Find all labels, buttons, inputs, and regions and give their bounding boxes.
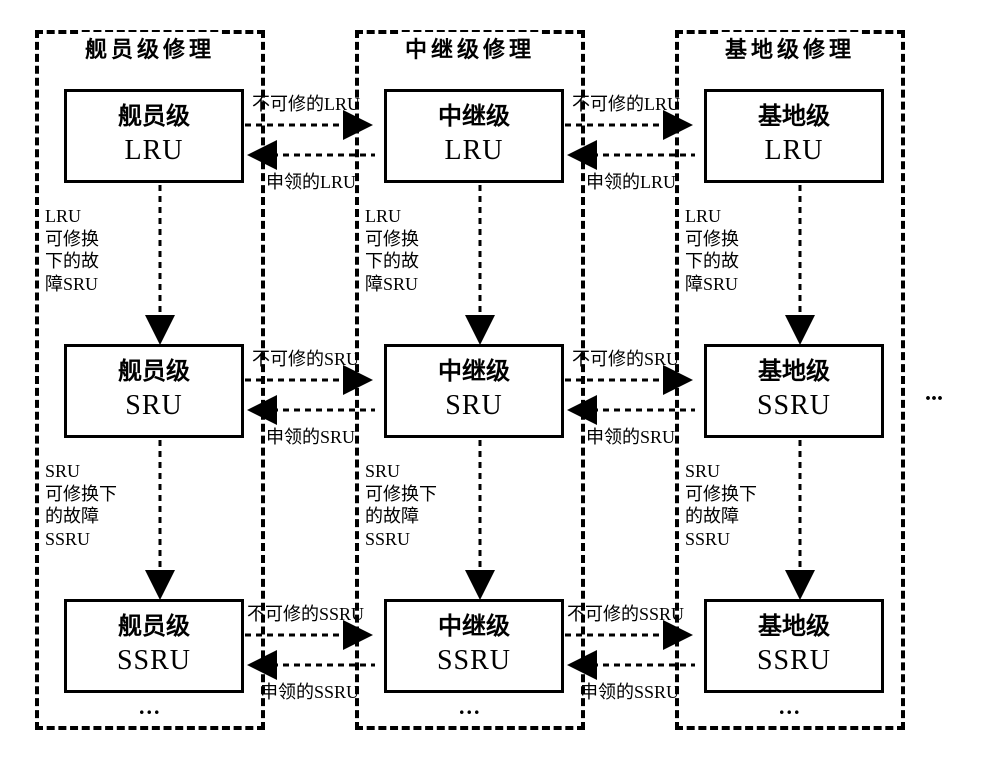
arrow-label: 不可修的SRU bbox=[572, 345, 679, 371]
arrow-right-icon bbox=[245, 370, 375, 390]
ellipsis: ... bbox=[925, 380, 943, 407]
box-label-bottom: SSRU bbox=[711, 388, 877, 424]
arrow-right-icon bbox=[565, 115, 695, 135]
box-label-top: 舰员级 bbox=[71, 612, 237, 643]
box-crew-ssru: 舰员级 SSRU bbox=[64, 599, 244, 693]
arrow-down-icon bbox=[150, 185, 170, 340]
box-label-top: 中继级 bbox=[391, 357, 557, 388]
arrow-label: 申领的SSRU bbox=[260, 678, 359, 704]
box-label-top: 中继级 bbox=[391, 612, 557, 643]
arrow-right-icon bbox=[245, 625, 375, 645]
arrow-label: LRU 可修换 下的故 障SRU bbox=[685, 205, 775, 295]
arrow-down-icon bbox=[470, 440, 490, 595]
box-label-top: 舰员级 bbox=[71, 357, 237, 388]
arrow-label: 申领的SRU bbox=[586, 423, 675, 449]
arrow-label: 申领的SSRU bbox=[580, 678, 679, 704]
box-relay-lru: 中继级 LRU bbox=[384, 89, 564, 183]
column-crew-level: 舰员级修理 舰员级 LRU 舰员级 SRU 舰员级 SSRU ... bbox=[35, 30, 265, 730]
arrow-label: LRU 可修换 下的故 障SRU bbox=[45, 205, 135, 295]
arrow-right-icon bbox=[245, 115, 375, 135]
box-label-bottom: SSRU bbox=[711, 643, 877, 679]
box-label-bottom: SRU bbox=[71, 388, 237, 424]
ellipsis: ... bbox=[459, 694, 482, 720]
column-base-level: 基地级修理 基地级 LRU 基地级 SSRU 基地级 SSRU ... bbox=[675, 30, 905, 730]
ellipsis: ... bbox=[779, 694, 802, 720]
box-label-bottom: SSRU bbox=[71, 643, 237, 679]
column-title: 舰员级修理 bbox=[79, 32, 221, 64]
box-label-bottom: LRU bbox=[71, 133, 237, 169]
arrow-label: 申领的LRU bbox=[266, 168, 356, 194]
box-relay-sru: 中继级 SRU bbox=[384, 344, 564, 438]
arrow-left-icon bbox=[245, 145, 375, 165]
arrow-label: SRU 可修换下 的故障 SSRU bbox=[45, 460, 135, 550]
box-base-lru: 基地级 LRU bbox=[704, 89, 884, 183]
arrow-label: 不可修的SRU bbox=[252, 345, 359, 371]
arrow-left-icon bbox=[245, 655, 375, 675]
arrow-right-icon bbox=[565, 370, 695, 390]
arrow-left-icon bbox=[565, 400, 695, 420]
box-label-top: 中继级 bbox=[391, 102, 557, 133]
box-label-bottom: LRU bbox=[711, 133, 877, 169]
arrow-label: 申领的SRU bbox=[266, 423, 355, 449]
box-label-top: 基地级 bbox=[711, 357, 877, 388]
column-relay-level: 中继级修理 中继级 LRU 中继级 SRU 中继级 SSRU ... bbox=[355, 30, 585, 730]
arrow-label: 不可修的SSRU bbox=[247, 600, 364, 626]
arrow-down-icon bbox=[790, 440, 810, 595]
arrow-right-icon bbox=[565, 625, 695, 645]
box-crew-lru: 舰员级 LRU bbox=[64, 89, 244, 183]
arrow-down-icon bbox=[470, 185, 490, 340]
box-relay-ssru: 中继级 SSRU bbox=[384, 599, 564, 693]
arrow-label: 申领的LRU bbox=[586, 168, 676, 194]
arrow-down-icon bbox=[790, 185, 810, 340]
repair-hierarchy-diagram: 舰员级修理 舰员级 LRU 舰员级 SRU 舰员级 SSRU ... 中继级修理… bbox=[20, 20, 980, 737]
column-title: 基地级修理 bbox=[719, 32, 861, 64]
arrow-label: 不可修的LRU bbox=[572, 90, 680, 116]
arrow-left-icon bbox=[245, 400, 375, 420]
arrow-left-icon bbox=[565, 655, 695, 675]
box-label-bottom: SRU bbox=[391, 388, 557, 424]
arrow-label: SRU 可修换下 的故障 SSRU bbox=[685, 460, 775, 550]
box-base-ssru2: 基地级 SSRU bbox=[704, 599, 884, 693]
arrow-left-icon bbox=[565, 145, 695, 165]
arrow-label: 不可修的SSRU bbox=[567, 600, 684, 626]
column-title: 中继级修理 bbox=[399, 32, 541, 64]
box-label-bottom: LRU bbox=[391, 133, 557, 169]
box-label-top: 基地级 bbox=[711, 102, 877, 133]
box-base-ssru: 基地级 SSRU bbox=[704, 344, 884, 438]
ellipsis: ... bbox=[139, 694, 162, 720]
arrow-label: LRU 可修换 下的故 障SRU bbox=[365, 205, 455, 295]
arrow-label: 不可修的LRU bbox=[252, 90, 360, 116]
box-label-top: 基地级 bbox=[711, 612, 877, 643]
box-crew-sru: 舰员级 SRU bbox=[64, 344, 244, 438]
box-label-bottom: SSRU bbox=[391, 643, 557, 679]
arrow-down-icon bbox=[150, 440, 170, 595]
arrow-label: SRU 可修换下 的故障 SSRU bbox=[365, 460, 455, 550]
box-label-top: 舰员级 bbox=[71, 102, 237, 133]
